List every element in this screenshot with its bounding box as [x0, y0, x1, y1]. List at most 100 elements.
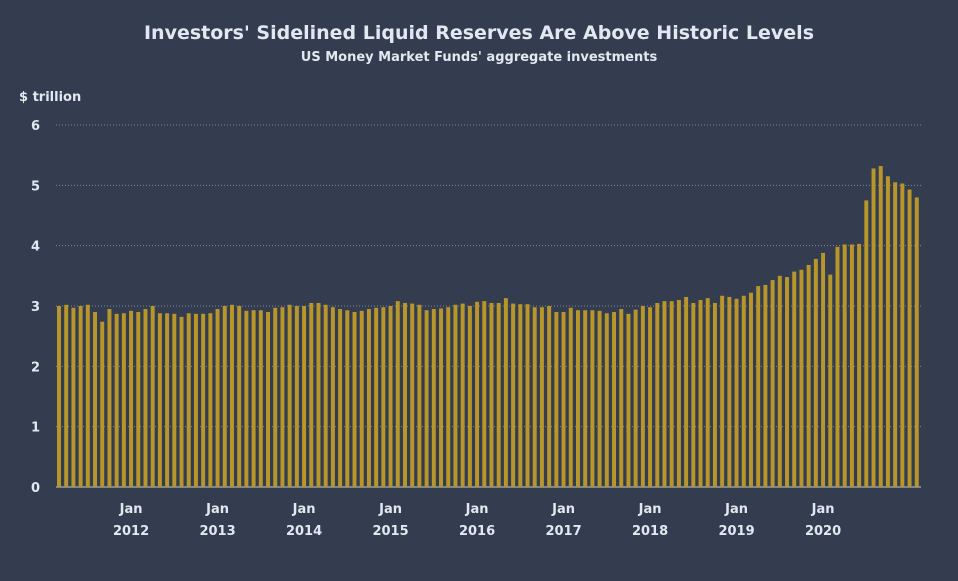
bar	[604, 313, 609, 487]
bar	[857, 243, 862, 487]
bar	[338, 309, 343, 487]
bar	[100, 321, 105, 487]
bar	[756, 286, 761, 487]
y-tick-label: 6	[31, 119, 40, 134]
bar	[489, 302, 494, 487]
bar	[388, 306, 393, 487]
bar	[186, 313, 191, 487]
x-tick-year-label: 2019	[718, 524, 754, 539]
bar	[453, 304, 458, 487]
x-tick-year-label: 2012	[113, 524, 149, 539]
bar	[813, 258, 818, 487]
bar	[208, 313, 213, 487]
bar	[323, 304, 328, 487]
bar	[395, 301, 400, 487]
bar	[287, 304, 292, 487]
bar	[136, 312, 141, 487]
bar	[366, 309, 371, 487]
bar	[640, 306, 645, 487]
x-tick-month-label: Jan	[465, 502, 489, 517]
bar	[309, 302, 314, 487]
bar	[345, 310, 350, 487]
bar	[914, 197, 919, 487]
bar	[662, 301, 667, 487]
bar	[71, 307, 76, 487]
bar	[237, 306, 242, 487]
bar	[403, 302, 407, 487]
bar	[770, 280, 775, 487]
bar	[907, 189, 912, 487]
bar	[590, 310, 595, 487]
bar	[258, 310, 263, 487]
bar	[439, 308, 443, 487]
x-tick-year-label: 2014	[286, 524, 322, 539]
bar	[280, 307, 285, 487]
bar	[763, 284, 768, 487]
bar	[655, 302, 660, 487]
bar	[302, 306, 307, 487]
bar	[792, 271, 797, 487]
bar	[741, 295, 746, 487]
bar	[475, 301, 480, 487]
bar	[179, 316, 184, 487]
bar	[828, 274, 833, 487]
chart-subtitle: US Money Market Funds' aggregate investm…	[300, 50, 658, 65]
x-tick-month-label: Jan	[292, 502, 316, 517]
bar	[518, 304, 523, 487]
bar	[424, 310, 429, 487]
bar	[712, 302, 717, 487]
bar	[417, 304, 422, 487]
x-tick-year-label: 2020	[805, 524, 841, 539]
bar	[359, 310, 364, 487]
bar	[172, 313, 177, 487]
bar	[330, 307, 335, 487]
bar	[749, 292, 753, 487]
bar	[727, 296, 732, 487]
bar	[849, 244, 854, 487]
bar	[352, 312, 357, 487]
bar	[193, 313, 198, 487]
y-tick-label: 2	[31, 360, 40, 375]
bar	[525, 304, 530, 487]
bar	[157, 313, 162, 487]
bar	[316, 302, 321, 487]
bar	[648, 307, 653, 487]
bar	[619, 309, 624, 487]
bar	[446, 307, 451, 487]
x-tick-month-label: Jan	[811, 502, 835, 517]
bar	[431, 309, 436, 487]
bar	[114, 313, 119, 487]
bar	[143, 309, 148, 487]
bar	[251, 310, 256, 487]
x-tick-month-label: Jan	[205, 502, 229, 517]
bar	[633, 309, 638, 487]
bar	[864, 200, 869, 488]
x-tick-year-label: 2018	[632, 524, 668, 539]
bar	[871, 168, 876, 487]
y-tick-label: 0	[31, 481, 40, 496]
bar	[374, 307, 379, 487]
bar	[150, 306, 155, 487]
bar	[539, 307, 544, 487]
y-axis-unit-label: $ trillion	[19, 90, 82, 105]
y-tick-label: 4	[31, 240, 40, 255]
bar	[547, 306, 552, 487]
bar	[821, 252, 826, 487]
bar	[78, 306, 83, 487]
bar	[878, 166, 883, 487]
bar	[410, 303, 415, 487]
bar	[230, 304, 234, 487]
bar	[597, 310, 602, 487]
bar	[698, 299, 703, 487]
bar	[511, 303, 516, 487]
y-tick-label: 5	[31, 179, 40, 194]
chart-title: Investors' Sidelined Liquid Reserves Are…	[143, 22, 815, 44]
bar	[294, 306, 299, 487]
bar	[568, 307, 573, 487]
bar	[532, 307, 537, 487]
bar	[165, 313, 170, 487]
bar	[583, 310, 588, 487]
x-tick-month-label: Jan	[551, 502, 575, 517]
